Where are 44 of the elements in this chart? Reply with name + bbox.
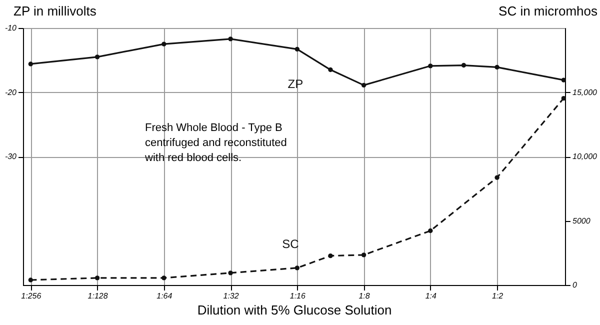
x-tick-label: 1:4 [425, 292, 438, 300]
point [94, 54, 100, 60]
x-tick-label: 1:32 [223, 292, 240, 300]
point [428, 64, 433, 68]
annotation: with red blood cells. [144, 152, 242, 164]
x-axis-title: Dilution with 5% Glucose Solution [197, 302, 392, 318]
x-tick-label: 1:16 [290, 292, 306, 300]
y2-tick-label: 5000 [572, 216, 591, 226]
y-tick-label: -20 [4, 88, 18, 97]
series-label: ZP [288, 76, 304, 91]
point [494, 175, 500, 180]
y2-tick-label: 10,000 [572, 152, 598, 161]
y2-tick-label: 15,000 [572, 88, 598, 97]
y-tick-label: -10 [4, 24, 18, 32]
point [494, 64, 500, 70]
y-axis-title: ZP in millivolts [14, 4, 97, 18]
x-tick-label: 1:256 [21, 292, 42, 300]
point [561, 96, 566, 101]
point [428, 228, 433, 234]
point [328, 67, 333, 72]
point [361, 82, 366, 88]
point [94, 276, 100, 280]
point [228, 36, 233, 42]
point [28, 62, 34, 66]
point [294, 266, 300, 270]
point [294, 46, 300, 52]
y-tick-label: -30 [4, 152, 18, 161]
annotation: centrifuged and reconstituted [145, 137, 287, 149]
point [162, 276, 166, 280]
x-tick-label: 1:64 [156, 292, 173, 300]
x-tick-label: 1:8 [358, 292, 370, 300]
point [28, 278, 34, 282]
point [228, 270, 233, 276]
point [461, 62, 466, 68]
x-tick-label: 1:128 [88, 292, 108, 300]
point [361, 252, 366, 258]
annotation: Fresh Whole Blood - Type B [145, 122, 282, 134]
point [328, 253, 333, 258]
point [561, 78, 566, 82]
y2-tick-label: 0 [572, 280, 578, 290]
series-label: SC [282, 236, 300, 251]
y2-axis-title: SC in micromhos [498, 4, 598, 18]
point [162, 42, 166, 46]
x-tick-label: 1:2 [492, 292, 504, 300]
